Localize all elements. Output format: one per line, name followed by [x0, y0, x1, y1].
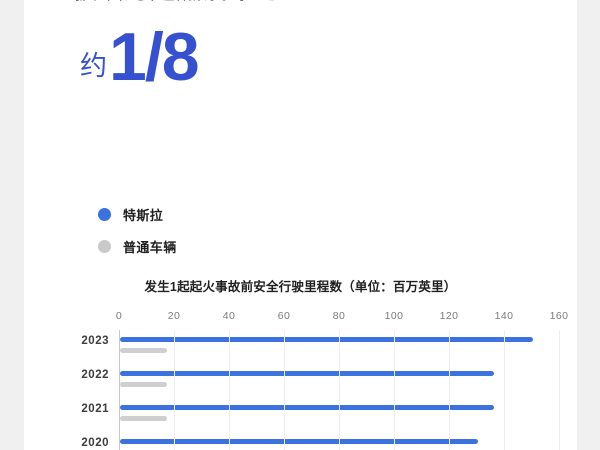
- headline-text: 被认为是燃油车的1/8: [72, 0, 502, 6]
- y-axis-category-label: 2021: [81, 403, 109, 415]
- y-axis-line: [119, 330, 120, 450]
- legend-swatch-icon: [98, 240, 111, 253]
- chart-row: 2022: [81, 364, 559, 398]
- bar-tesla[interactable]: [120, 439, 478, 444]
- chart-row: 2020: [81, 432, 559, 450]
- bar-ordinary[interactable]: [120, 382, 167, 387]
- chart-gridline: [394, 330, 395, 450]
- chart-gridline: [229, 330, 230, 450]
- legend-item-tesla[interactable]: 特斯拉: [98, 204, 177, 225]
- bar-chart: 2023 2022 2021 2020 0 20 40 60 80 100 120 140 160: [81, 310, 568, 450]
- chart-gridline: [449, 330, 450, 450]
- bar-tesla[interactable]: [120, 405, 494, 410]
- big-statistic-value: 1/8: [109, 19, 200, 95]
- legend-swatch-icon: [98, 208, 111, 221]
- chart-gridline: [174, 330, 175, 450]
- x-axis-tick-label: 60: [277, 310, 291, 322]
- chart-plot-area: 2023 2022 2021 2020: [81, 330, 559, 450]
- chart-gridline: [339, 330, 340, 450]
- bar-tesla[interactable]: [120, 371, 494, 376]
- legend-item-label: 普通车辆: [123, 240, 177, 255]
- x-axis-tick-label: 120: [439, 310, 459, 322]
- bar-tesla[interactable]: [120, 337, 533, 342]
- legend-item-ordinary[interactable]: 普通车辆: [98, 236, 177, 257]
- bar-ordinary[interactable]: [120, 416, 167, 421]
- chart-gridline: [559, 330, 560, 450]
- x-axis-tick-label: 0: [115, 310, 123, 322]
- x-axis-tick-label: 80: [332, 310, 346, 322]
- y-axis-category-label: 2022: [81, 369, 109, 381]
- chart-row: 2021: [81, 398, 559, 432]
- big-statistic-prefix: 约: [80, 50, 107, 81]
- bar-ordinary[interactable]: [120, 348, 167, 353]
- big-statistic: 约 1/8: [80, 19, 200, 95]
- x-axis-tick-label: 20: [167, 310, 181, 322]
- chart-gridline: [504, 330, 505, 450]
- x-axis-tick-label: 100: [384, 310, 404, 322]
- chart-title: 发生1起起火事故前安全行驶里程数（单位：百万英里）: [144, 280, 457, 294]
- chart-gridline: [284, 330, 285, 450]
- legend-item-label: 特斯拉: [123, 208, 164, 223]
- chart-legend: 特斯拉 普通车辆: [98, 204, 177, 268]
- headline-cropped: 被认为是燃油车的1/8: [72, 0, 502, 8]
- x-axis-tick-label: 40: [222, 310, 236, 322]
- y-axis-category-label: 2020: [81, 437, 109, 449]
- x-axis-tick-label: 160: [549, 310, 569, 322]
- x-axis-tick-label: 140: [494, 310, 514, 322]
- y-axis-category-label: 2023: [81, 335, 109, 347]
- chart-row: 2023: [81, 330, 559, 364]
